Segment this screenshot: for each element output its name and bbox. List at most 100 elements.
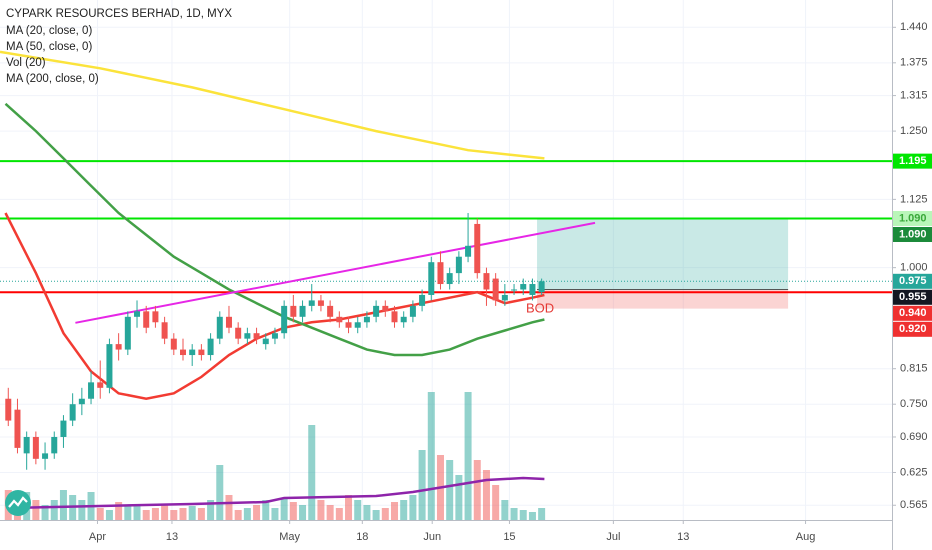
candle-body xyxy=(538,281,545,293)
volume-bar xyxy=(216,465,224,520)
volume-bar xyxy=(354,500,362,520)
candle-body xyxy=(492,278,499,301)
y-tick-label: 1.315 xyxy=(900,89,928,101)
candle-body xyxy=(290,305,297,317)
candle-body xyxy=(345,322,352,328)
candle-body xyxy=(455,256,462,274)
y-tick-label: 0.565 xyxy=(900,499,928,511)
price-label-box xyxy=(893,321,932,337)
candle-body xyxy=(23,436,30,454)
volume-bar xyxy=(41,505,49,520)
x-tick-label: 13 xyxy=(166,531,178,543)
candle-body xyxy=(373,305,380,317)
legend-entry: MA (20, close, 0) xyxy=(6,25,92,37)
volume-bar xyxy=(501,500,509,520)
legend: CYPARK RESOURCES BERHAD, 1D, MYX MA (20,… xyxy=(6,8,232,85)
volume-bar xyxy=(492,485,500,520)
volume-bar xyxy=(142,510,150,520)
candle-body xyxy=(124,316,131,350)
volume-bar xyxy=(391,502,399,520)
price-label-box xyxy=(893,153,932,169)
price-label-box xyxy=(893,226,932,242)
volume-bar xyxy=(427,392,435,520)
volume-bar xyxy=(197,508,205,520)
volume-bar xyxy=(326,505,334,520)
moving-average xyxy=(0,50,545,160)
candle-body xyxy=(354,322,361,328)
candle-body xyxy=(511,289,518,291)
x-tick-label: 18 xyxy=(356,531,368,543)
candle-body xyxy=(382,305,389,312)
candle-body xyxy=(262,338,269,345)
volume-bar xyxy=(188,506,196,520)
chart-title: CYPARK RESOURCES BERHAD, 1D, MYX xyxy=(6,8,232,20)
candle-body xyxy=(14,409,21,448)
candle-body xyxy=(42,453,49,459)
volume-bar xyxy=(225,495,233,520)
price-label-box xyxy=(893,273,932,289)
candle-body xyxy=(225,316,232,328)
volume-bar xyxy=(464,392,472,520)
volume-bar xyxy=(105,510,113,520)
volume-bar xyxy=(161,505,169,520)
candle-body xyxy=(308,300,315,306)
candle-body xyxy=(88,382,95,399)
candle-body xyxy=(198,349,205,356)
logo-circle xyxy=(5,490,31,516)
candle-body xyxy=(115,344,122,350)
logo xyxy=(5,490,31,516)
candle-body xyxy=(216,316,223,339)
volume-bar xyxy=(151,508,159,520)
volume-bar xyxy=(519,510,527,520)
candle-body xyxy=(189,349,196,356)
x-tick-label: Aug xyxy=(796,531,816,543)
candle-body xyxy=(60,420,67,437)
y-tick-label: 1.440 xyxy=(900,21,928,33)
volume-bar xyxy=(115,502,123,520)
x-tick-label: 15 xyxy=(503,531,515,543)
x-tick-label: Jun xyxy=(423,531,441,543)
candle-body xyxy=(400,316,407,323)
annotation: BOD xyxy=(526,301,554,316)
candle-body xyxy=(244,333,251,339)
candle-body xyxy=(106,344,113,388)
candle-body xyxy=(170,338,177,350)
candle-body xyxy=(271,333,278,339)
y-tick-label: 0.815 xyxy=(900,363,928,375)
volume-bar xyxy=(289,502,297,520)
candle-body xyxy=(391,311,398,323)
volume-bar xyxy=(381,508,389,520)
volume-bar xyxy=(317,500,325,520)
volume-bar xyxy=(253,505,261,520)
candle-body xyxy=(327,305,334,317)
x-tick-label: Jul xyxy=(606,531,620,543)
volume-bar xyxy=(96,508,104,520)
y-tick-label: 1.000 xyxy=(900,262,928,274)
volume-bar xyxy=(363,505,371,520)
candle-body xyxy=(97,382,104,388)
volume-bar xyxy=(446,460,454,520)
price-label: 0.940 xyxy=(899,307,927,319)
candle-body xyxy=(32,436,39,459)
candle-body xyxy=(317,300,324,306)
y-tick-label: 0.690 xyxy=(900,431,928,443)
candle-body xyxy=(437,262,444,285)
candle-body xyxy=(235,327,242,339)
volume-bar xyxy=(179,508,187,520)
volume-bar xyxy=(400,500,408,520)
price-label: 0.920 xyxy=(899,323,927,335)
price-label-box xyxy=(893,305,932,321)
volume-bar xyxy=(243,508,251,520)
volume-bar xyxy=(510,508,518,520)
logo-icon xyxy=(8,496,28,508)
candle-body xyxy=(336,316,343,323)
y-tick-label: 1.125 xyxy=(900,193,928,205)
volume-bar xyxy=(335,508,343,520)
volume-bar xyxy=(345,495,353,520)
candle-body xyxy=(281,305,288,334)
candle-body xyxy=(474,223,481,274)
volume-bar xyxy=(32,500,40,520)
y-tick-label: 0.625 xyxy=(900,466,928,478)
y-tick-label: 1.375 xyxy=(900,57,928,69)
